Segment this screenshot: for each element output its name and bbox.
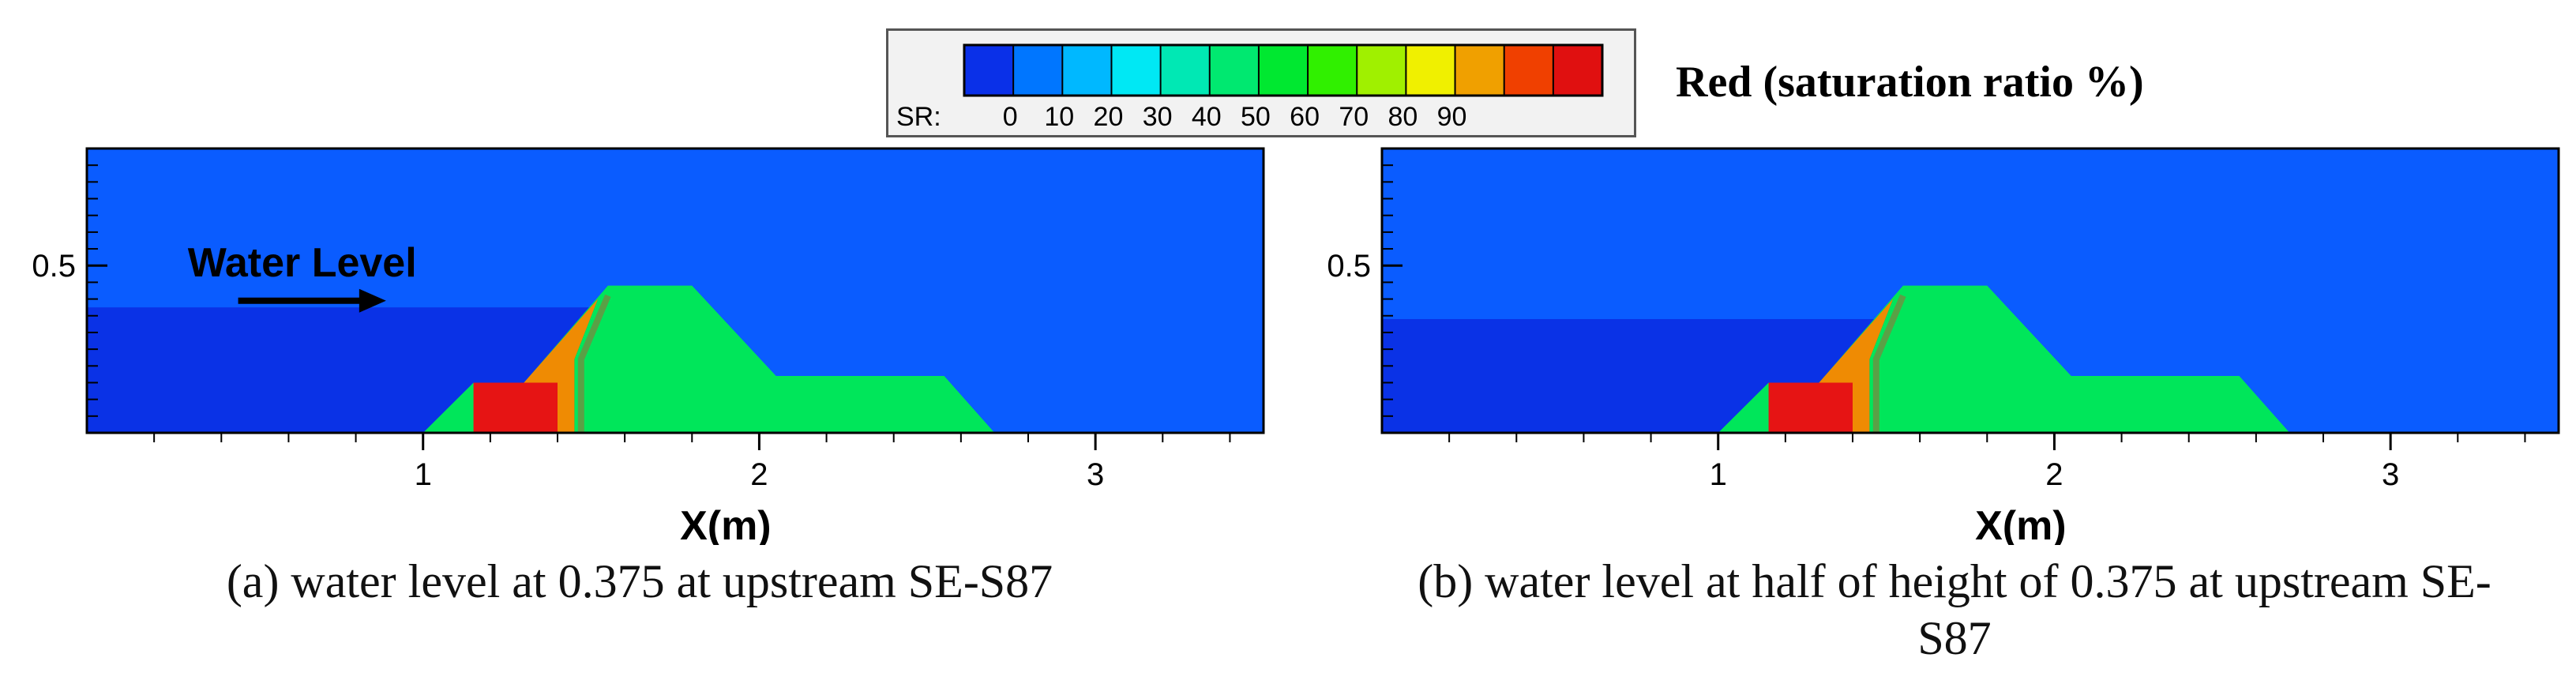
legend-tick-label: 60: [1290, 102, 1320, 132]
water-level-arrow-head: [359, 288, 386, 313]
x-axis-label: X(m): [680, 503, 772, 545]
legend-tick-label: 40: [1192, 102, 1222, 132]
legend-tick-label: 50: [1241, 102, 1271, 132]
core-boundary: [577, 294, 611, 433]
plot-frame: [1380, 147, 2560, 434]
legend-swatch: [1111, 45, 1162, 96]
legend-swatch: [1406, 45, 1456, 96]
legend-swatch: [1258, 45, 1309, 96]
plot-b: 0.5 1 2 3 X(m): [1327, 147, 2560, 545]
core-boundary: [1872, 294, 1906, 433]
legend-label: SR:: [896, 102, 941, 132]
legend-swatch: [1062, 45, 1112, 96]
legend-swatch: [1357, 45, 1406, 96]
x-tick-label: 2: [750, 457, 768, 492]
legend-tick-label: 20: [1094, 102, 1124, 132]
legend-tick-label: 30: [1143, 102, 1173, 132]
y-tick-label: 0.5: [1327, 249, 1371, 284]
legend-svg: SR: 0 10 20 30 40 50 60 70 80 90: [896, 43, 1604, 132]
x-tick-label: 2: [2045, 457, 2063, 492]
x-tick-label: 1: [415, 457, 432, 492]
color-legend: SR: 0 10 20 30 40 50 60 70 80 90: [886, 28, 1636, 137]
plot-frame: [85, 147, 1265, 434]
water-level-label: Water Level: [188, 240, 417, 286]
caption-a: (a) water level at 0.375 at upstream SE-…: [226, 555, 1053, 607]
legend-swatch: [1209, 45, 1260, 96]
legend-tick-label: 90: [1437, 102, 1467, 132]
legend-tick-label: 10: [1044, 102, 1074, 132]
legend-tick-label: 70: [1339, 102, 1369, 132]
transition-zone: [524, 299, 599, 433]
x-tick-label: 3: [1087, 457, 1104, 492]
x-axis-label: X(m): [1975, 503, 2067, 545]
legend-swatch: [1308, 45, 1357, 96]
legend-swatch: [964, 45, 1014, 96]
legend-swatch: [1455, 45, 1505, 96]
plot-a: 0.5 1 2 3 X(m) Water Level: [32, 147, 1265, 545]
transition-zone: [1819, 299, 1894, 433]
x-tick-label: 3: [2382, 457, 2399, 492]
caption-b: (b) water level at half of height of 0.3…: [1418, 555, 2492, 664]
y-tick-label: 0.5: [32, 249, 76, 284]
legend-tick-label: 80: [1388, 102, 1418, 132]
legend-swatch: [1504, 45, 1554, 96]
x-tick-label: 1: [1710, 457, 1727, 492]
legend-swatch: [1160, 45, 1211, 96]
legend-swatch: [1013, 45, 1063, 96]
legend-swatch: [1553, 45, 1603, 96]
legend-tick-label: 0: [1003, 102, 1018, 132]
legend-frame: [963, 43, 1604, 97]
legend-title: Red (saturation ratio %): [1676, 58, 2144, 107]
